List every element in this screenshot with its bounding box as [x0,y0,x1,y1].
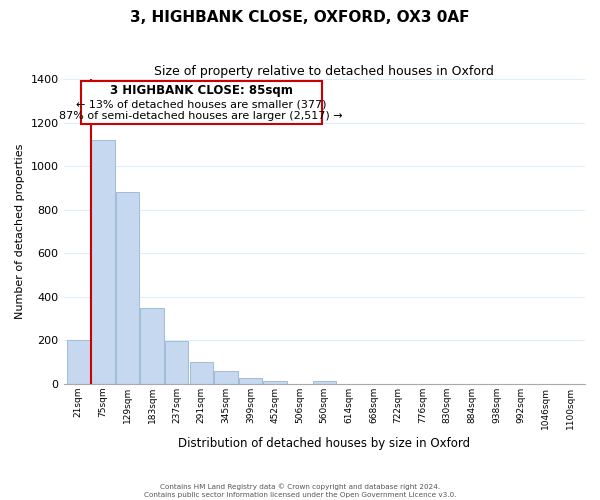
Bar [81,82,322,124]
Bar [67,340,90,384]
Title: Size of property relative to detached houses in Oxford: Size of property relative to detached ho… [154,65,494,78]
Bar [263,380,287,384]
Text: 3, HIGHBANK CLOSE, OXFORD, OX3 0AF: 3, HIGHBANK CLOSE, OXFORD, OX3 0AF [130,10,470,25]
Text: 87% of semi-detached houses are larger (2,517) →: 87% of semi-detached houses are larger (… [59,111,343,121]
Text: ← 13% of detached houses are smaller (377): ← 13% of detached houses are smaller (37… [76,100,326,110]
Bar [165,342,188,384]
Bar [116,192,139,384]
Text: Contains HM Land Registry data © Crown copyright and database right 2024.
Contai: Contains HM Land Registry data © Crown c… [144,484,456,498]
X-axis label: Distribution of detached houses by size in Oxford: Distribution of detached houses by size … [178,437,470,450]
Bar [214,372,238,384]
Bar [140,308,164,384]
Text: 3 HIGHBANK CLOSE: 85sqm: 3 HIGHBANK CLOSE: 85sqm [110,84,293,97]
Bar [313,380,336,384]
Bar [239,378,262,384]
Y-axis label: Number of detached properties: Number of detached properties [15,144,25,319]
Bar [190,362,213,384]
Bar [91,140,115,384]
